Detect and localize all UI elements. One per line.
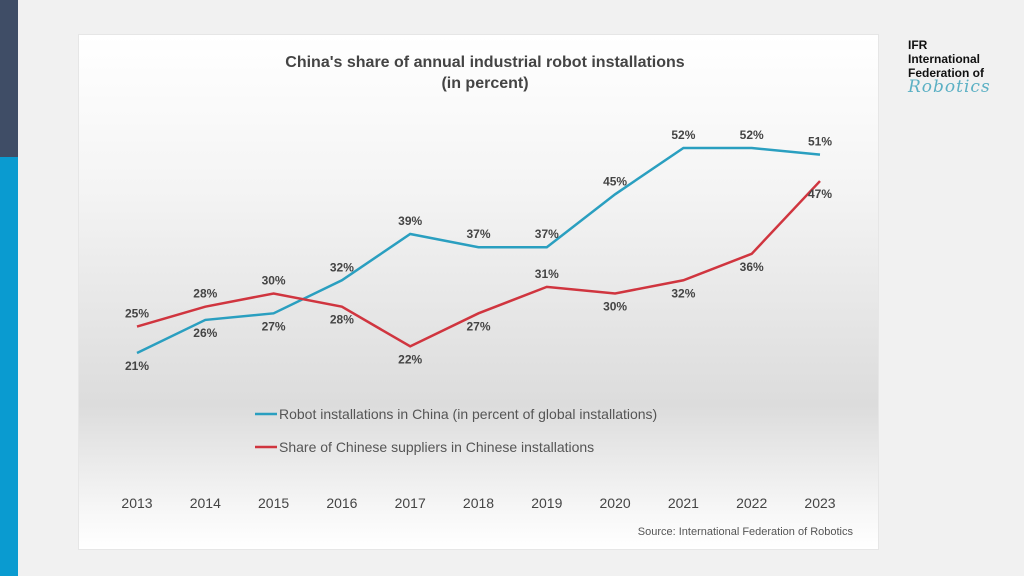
data-label: 26% xyxy=(193,326,217,340)
data-label: 32% xyxy=(330,260,354,274)
logo-script: Robotics xyxy=(908,77,991,97)
x-tick-label: 2021 xyxy=(668,495,699,511)
data-label: 22% xyxy=(398,352,422,366)
data-label: 51% xyxy=(808,135,832,149)
data-label: 39% xyxy=(398,214,422,228)
data-label: 37% xyxy=(535,227,559,241)
x-tick-label: 2019 xyxy=(531,495,562,511)
logo-text: Federation of xyxy=(908,66,985,80)
legend-label-red: Share of Chinese suppliers in Chinese in… xyxy=(279,439,594,455)
x-tick-label: 2018 xyxy=(463,495,494,511)
source-note: Source: International Federation of Robo… xyxy=(638,526,854,538)
data-label: 37% xyxy=(466,227,490,241)
chart-panel xyxy=(78,34,879,550)
x-tick-label: 2020 xyxy=(600,495,631,511)
data-label: 28% xyxy=(330,313,354,327)
data-label: 27% xyxy=(466,319,490,333)
chart-title: China's share of annual industrial robot… xyxy=(285,54,685,71)
data-label: 36% xyxy=(740,260,764,274)
x-tick-label: 2014 xyxy=(190,495,221,511)
series-line-1 xyxy=(136,180,821,348)
data-label: 27% xyxy=(262,319,286,333)
data-label: 47% xyxy=(808,187,832,201)
chart-subtitle: (in percent) xyxy=(441,75,528,92)
legend-label-blue: Robot installations in China (in percent… xyxy=(279,406,657,422)
series-line-0 xyxy=(136,146,821,355)
x-tick-label: 2016 xyxy=(326,495,357,511)
x-tick-label: 2013 xyxy=(121,495,152,511)
ifr-logo: IFR International Federation of Robotics xyxy=(908,38,991,97)
sidebar-accent-dark xyxy=(0,0,18,157)
data-label: 25% xyxy=(125,307,149,321)
logo-text: IFR xyxy=(908,38,928,52)
data-label: 30% xyxy=(603,299,627,313)
x-tick-label: 2023 xyxy=(804,495,835,511)
data-label: 28% xyxy=(193,287,217,301)
data-label: 32% xyxy=(671,286,695,300)
x-tick-label: 2022 xyxy=(736,495,767,511)
data-label: 30% xyxy=(262,273,286,287)
data-label: 21% xyxy=(125,359,149,373)
data-label: 45% xyxy=(603,174,627,188)
data-label: 52% xyxy=(740,128,764,142)
x-tick-label: 2017 xyxy=(395,495,426,511)
logo-text: International xyxy=(908,52,981,66)
data-label: 31% xyxy=(535,267,559,281)
x-tick-label: 2015 xyxy=(258,495,289,511)
sidebar-accent-blue xyxy=(0,157,18,576)
data-label: 52% xyxy=(671,128,695,142)
